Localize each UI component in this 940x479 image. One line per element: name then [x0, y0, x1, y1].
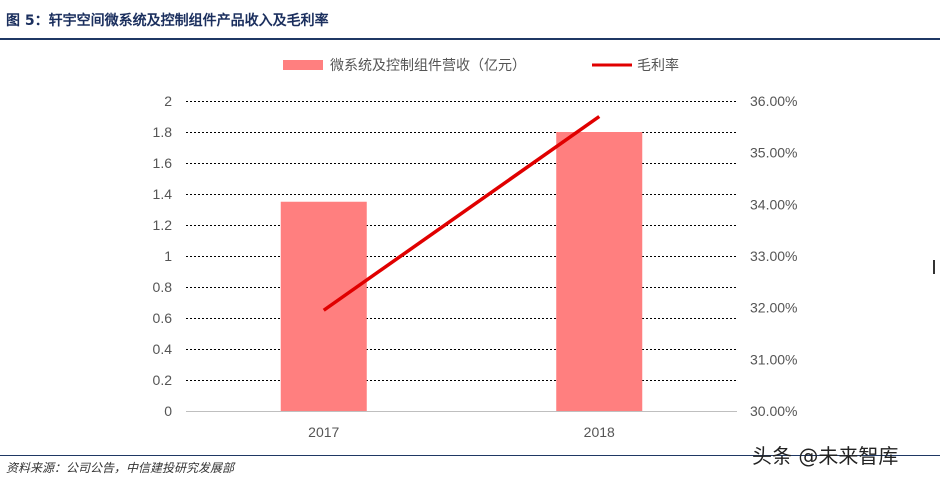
- left-axis-ticks: 0 0.2 0.4 0.6 0.8 1 1.2 1.4 1.6 1.8 2: [153, 93, 173, 419]
- bar-series: [280, 132, 643, 411]
- watermark: 头条 @未来智库: [752, 444, 899, 468]
- x-tick-label: 2017: [308, 424, 339, 440]
- bar-2018: [556, 132, 643, 411]
- right-tick-label: 36.00%: [750, 93, 797, 109]
- left-tick-label: 0: [164, 403, 172, 419]
- margin-line: [322, 115, 601, 312]
- title-rule: [0, 38, 940, 40]
- bar-2017: [280, 201, 367, 411]
- left-tick-label: 2: [164, 93, 172, 109]
- left-tick-label: 0.6: [153, 310, 173, 326]
- legend-bar-swatch: [283, 60, 323, 70]
- left-tick-label: 0.2: [153, 372, 173, 388]
- right-tick-label: 34.00%: [750, 196, 797, 212]
- source-note: 资料来源：公司公告，中信建投研究发展部: [6, 461, 235, 475]
- right-tick-label: 35.00%: [750, 145, 797, 161]
- x-tick-label: 2018: [584, 424, 615, 440]
- left-tick-label: 1.8: [153, 124, 173, 140]
- margin-line-series: [322, 115, 601, 312]
- combo-chart: 微系统及控制组件营收（亿元） 毛利率 0 0.2 0.4 0.6 0.8 1 1.2 1.4 1…: [153, 57, 798, 440]
- left-tick-label: 1.2: [153, 217, 173, 233]
- footer-rule: [0, 455, 940, 456]
- right-tick-label: 33.00%: [750, 248, 797, 264]
- legend-bar-label: 微系统及控制组件营收（亿元）: [330, 58, 526, 74]
- right-tick-label: 31.00%: [750, 351, 797, 367]
- right-axis-ticks: 30.00% 31.00% 32.00% 33.00% 34.00% 35.00% 36.0…: [750, 93, 797, 419]
- right-tick-label: 32.00%: [750, 300, 797, 316]
- left-tick-label: 0.4: [153, 341, 173, 357]
- legend-line-label: 毛利率: [637, 57, 679, 74]
- x-axis-ticks: 2017 2018: [308, 424, 615, 440]
- text-cursor: [933, 260, 935, 274]
- left-tick-label: 0.8: [153, 279, 173, 295]
- gridlines: [186, 101, 737, 412]
- left-tick-label: 1: [164, 248, 172, 264]
- figure-title: 图 5：轩宇空间微系统及控制组件产品收入及毛利率: [6, 13, 329, 29]
- right-tick-label: 30.00%: [750, 403, 797, 419]
- legend: 微系统及控制组件营收（亿元） 毛利率: [283, 57, 679, 74]
- left-tick-label: 1.4: [153, 186, 173, 202]
- left-tick-label: 1.6: [153, 155, 173, 171]
